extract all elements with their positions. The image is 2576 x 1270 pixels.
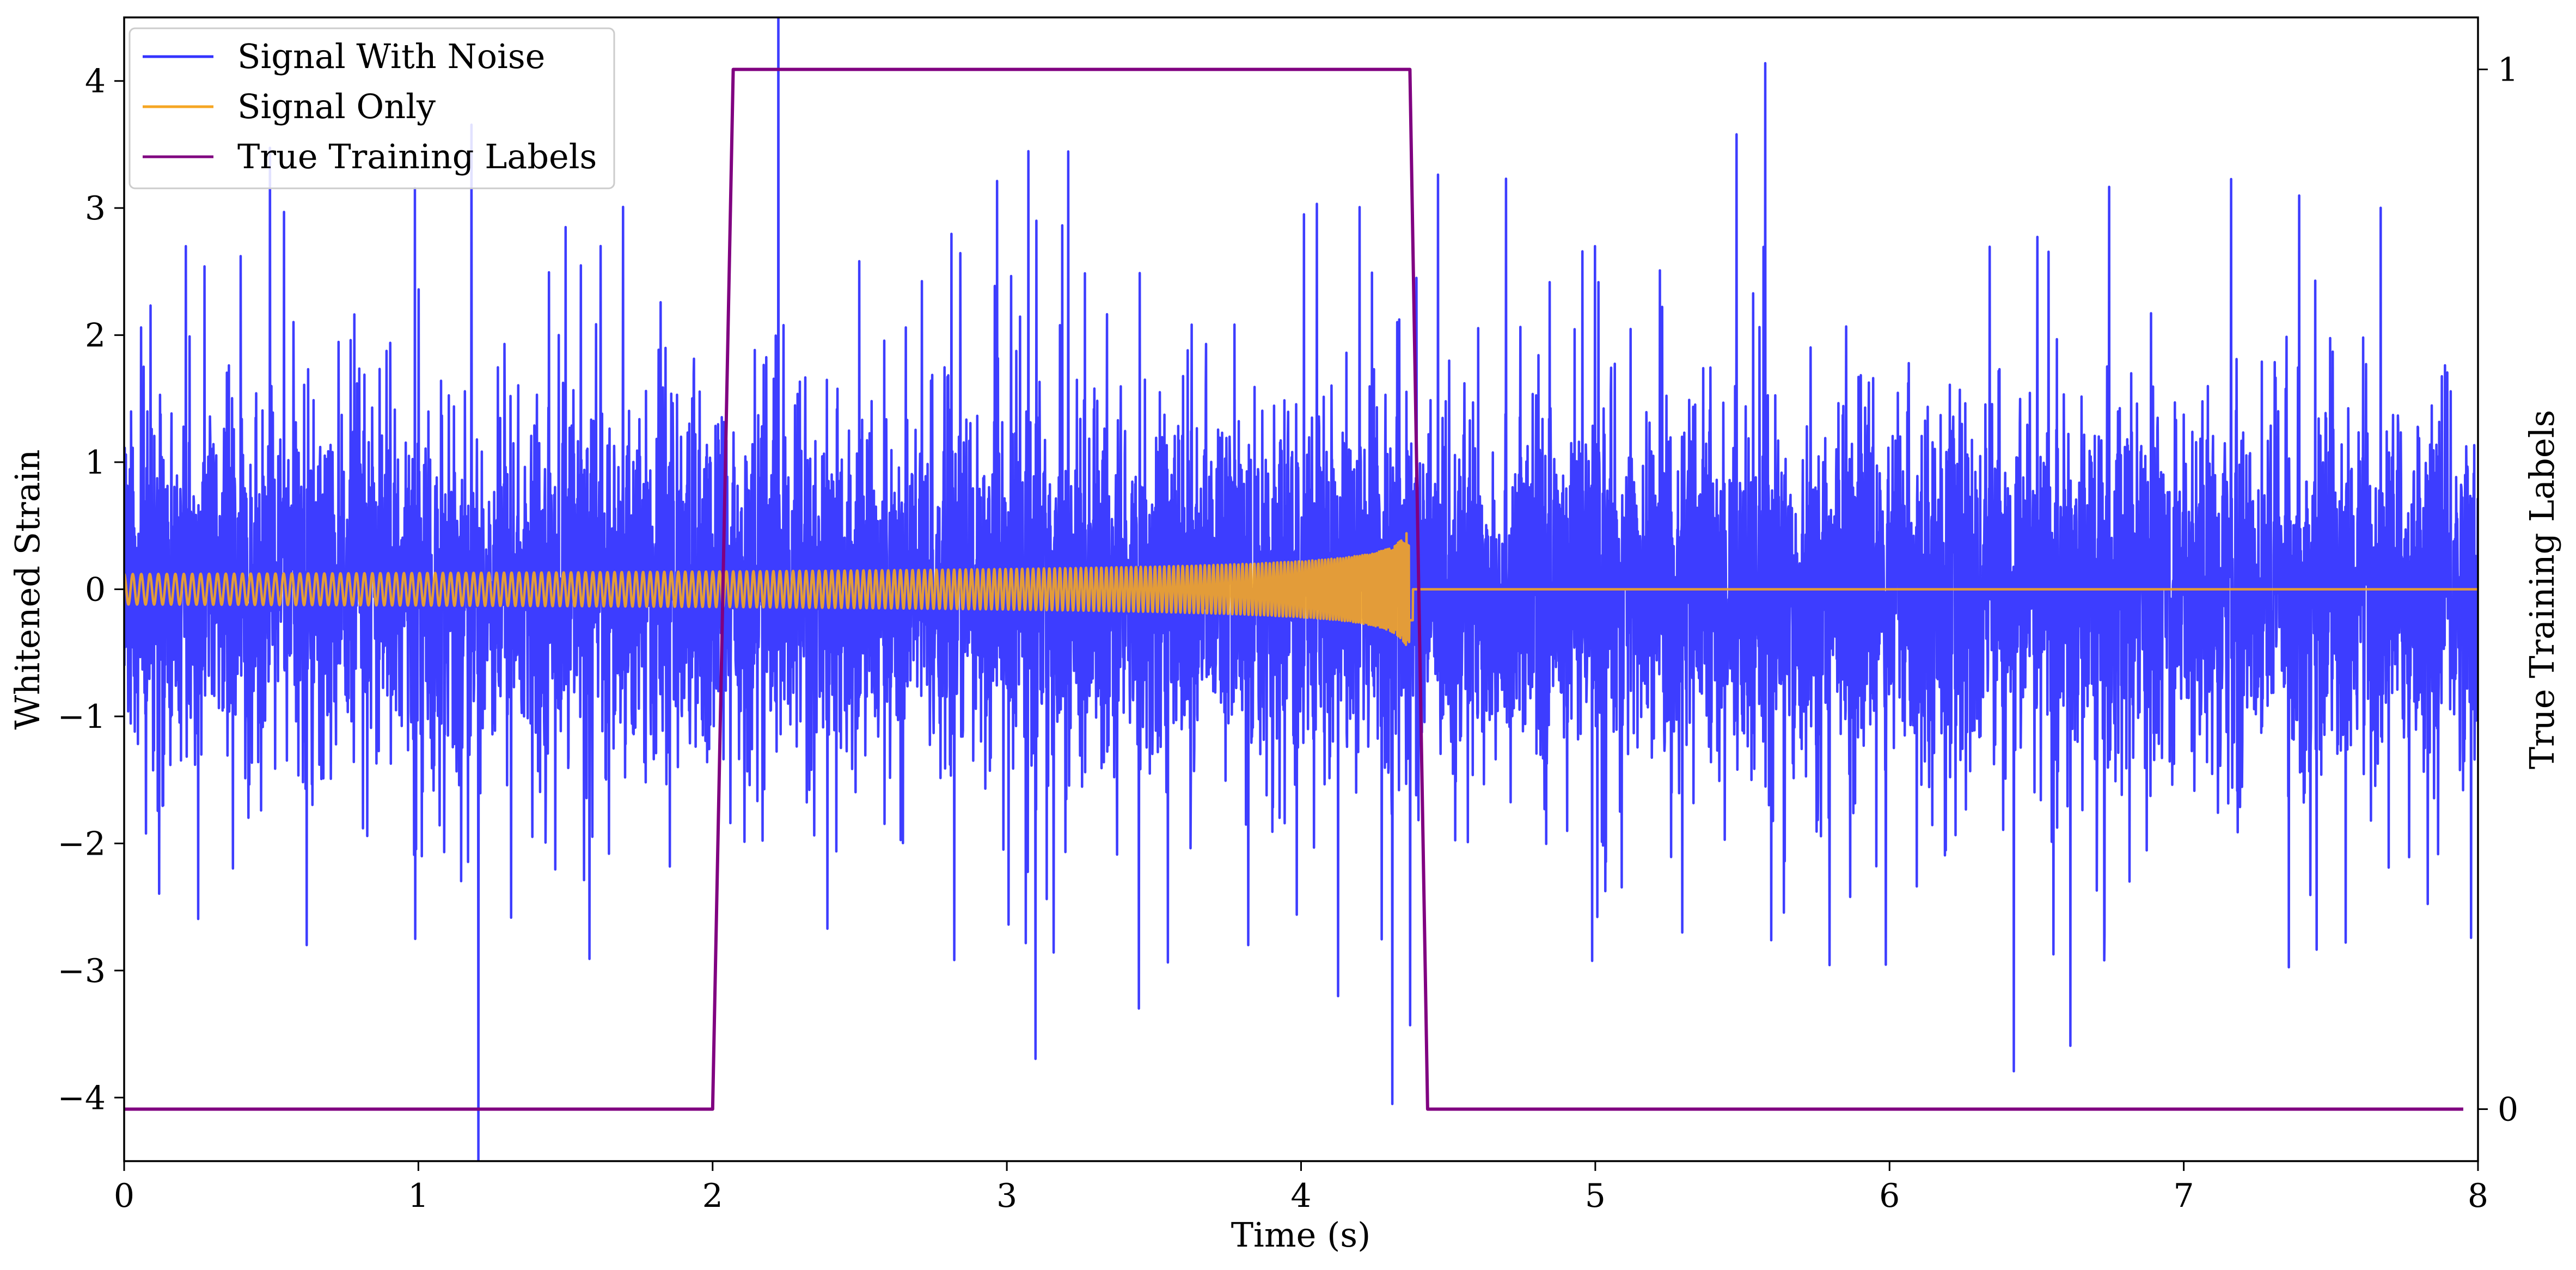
- y-tick-label: 4: [85, 63, 106, 101]
- y-axis-right-ticks: 01: [2478, 51, 2518, 1129]
- y-tick-label: 1: [85, 444, 106, 482]
- series-layer: [124, 17, 2478, 1161]
- legend-label-signal-only: Signal Only: [237, 87, 436, 126]
- x-tick-label: 2: [702, 1177, 723, 1215]
- x-tick-label: 3: [996, 1177, 1017, 1215]
- y-right-tick-label: 0: [2498, 1091, 2518, 1129]
- y-tick-label: 2: [85, 317, 106, 355]
- x-tick-label: 0: [114, 1177, 134, 1215]
- y-tick-label: 3: [85, 189, 106, 228]
- y-right-tick-label: 1: [2498, 51, 2518, 89]
- x-tick-label: 6: [1879, 1177, 1900, 1215]
- x-tick-label: 4: [1290, 1177, 1311, 1215]
- x-tick-label: 5: [1585, 1177, 1606, 1215]
- x-axis-ticks: 0 1 2 3 4 5 6 7 8: [114, 1161, 2488, 1215]
- x-axis-title: Time (s): [1231, 1215, 1371, 1255]
- series-signal-with-noise-line: [124, 17, 2478, 1161]
- y-tick-label: −1: [58, 698, 106, 736]
- legend-box: [129, 27, 615, 189]
- legend: Signal With Noise Signal Only True Train…: [129, 27, 615, 189]
- series-true-training-labels-line: [124, 68, 2463, 1111]
- x-tick-label: 7: [2174, 1177, 2194, 1215]
- x-tick-label: 8: [2468, 1177, 2488, 1215]
- y-axis-title: Whitened Strain: [8, 450, 47, 730]
- y-tick-label: −4: [58, 1079, 106, 1117]
- legend-label-signal-with-noise: Signal With Noise: [237, 36, 545, 76]
- y-axis-ticks: −4 −3 −2 −1 0 1 2 3 4: [58, 63, 124, 1117]
- x-tick-label: 1: [408, 1177, 429, 1215]
- y-tick-label: −3: [58, 952, 106, 990]
- y-tick-label: −2: [58, 825, 106, 863]
- series-signal-only-line: [124, 532, 2478, 646]
- legend-label-true-training-labels: True Training Labels: [237, 137, 597, 176]
- y-axis-right-title: True Training Labels: [2522, 410, 2562, 769]
- y-tick-label: 0: [85, 571, 106, 609]
